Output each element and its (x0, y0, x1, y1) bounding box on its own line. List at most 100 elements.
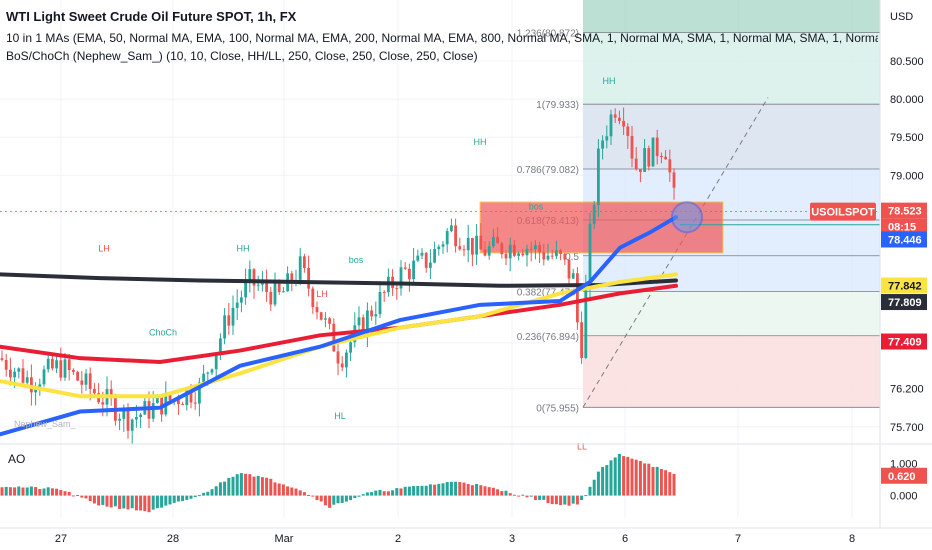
ao-bar (437, 483, 441, 496)
price-tick-label: 79.000 (890, 170, 924, 182)
candle-body (101, 402, 105, 405)
ao-bar (164, 495, 168, 506)
time-tick-label: 27 (55, 533, 67, 545)
structure-label: ChoCh (149, 327, 177, 337)
candle-body (55, 360, 58, 369)
candle-body (59, 360, 63, 378)
ao-bar (340, 495, 344, 503)
candle-body (525, 248, 529, 256)
ao-bar (479, 485, 483, 496)
ao-bar (580, 495, 584, 500)
ao-bar (197, 495, 201, 497)
ao-bar (370, 492, 374, 496)
ao-bar (428, 484, 432, 496)
ao-bar (630, 458, 634, 496)
ao-bar (521, 494, 525, 496)
ao-bar (332, 495, 336, 505)
price-tick-label: 80.000 (890, 94, 924, 106)
candle-body (13, 371, 16, 378)
chart-title[interactable]: WTI Light Sweet Crude Oil Future SPOT, 1… (6, 9, 297, 24)
candle-body (580, 322, 583, 358)
ao-bar (500, 491, 504, 496)
ao-bar (596, 471, 600, 496)
ao-bar (147, 495, 151, 513)
ema200-badge-text: 77.409 (888, 337, 922, 349)
candle-body (529, 248, 533, 250)
ao-bar (92, 495, 96, 504)
candle-body (214, 352, 218, 370)
candle-body (647, 148, 651, 167)
candle-body (315, 307, 319, 313)
watermark: Nephew_Sam_ (14, 419, 77, 429)
ao-bar (399, 488, 403, 496)
candle-body (307, 267, 310, 289)
ao-bar (4, 486, 8, 496)
candle-body (273, 281, 277, 305)
candle-body (605, 136, 609, 141)
ao-bar (214, 486, 218, 496)
bos-indicator-legend[interactable]: BoS/ChoCh (Nephew_Sam_) (10, 10, Close, … (6, 49, 478, 63)
fib-level-label: 1(79.933) (536, 100, 579, 111)
candle-body (521, 253, 525, 256)
ao-bar (311, 495, 315, 497)
candle-body (597, 148, 600, 206)
ao-bar (151, 495, 155, 510)
ao-bar (605, 465, 609, 496)
candle-body (571, 273, 575, 279)
time-tick-label: 2 (395, 533, 401, 545)
ao-bar (445, 482, 449, 496)
ema-50-line (0, 215, 678, 437)
candle-body (361, 317, 365, 334)
ao-bar (529, 495, 533, 497)
candle-body (240, 297, 243, 303)
candle-body (135, 417, 138, 420)
candle-body (483, 249, 487, 256)
candle-body (450, 225, 453, 232)
ma-indicator-legend[interactable]: 10 in 1 MAs (EMA, 50, Normal MA, EMA, 10… (6, 31, 878, 45)
candle-body (156, 396, 159, 404)
price-tick-label: 79.500 (890, 132, 924, 144)
candle-body (189, 390, 193, 403)
candle-body (639, 169, 642, 172)
fib-zone (583, 255, 880, 292)
ao-bar (231, 476, 235, 496)
ao-bar (378, 489, 382, 496)
candle-body (193, 402, 197, 404)
candle-body (248, 269, 252, 282)
ao-bar (647, 463, 651, 496)
ao-bar (584, 495, 588, 497)
time-tick-label: Mar (275, 533, 294, 545)
candle-body (437, 246, 441, 250)
ao-bar (323, 495, 327, 506)
candle-body (592, 205, 596, 224)
candle-body (374, 314, 378, 317)
ao-bar (382, 491, 386, 496)
candle-body (332, 323, 336, 352)
candle-body (269, 291, 273, 305)
candle-body (118, 418, 121, 421)
fib-level-label: 0.5 (565, 252, 579, 263)
price-axis-unit: USD (890, 11, 913, 23)
ao-tick-label: 0.000 (890, 491, 918, 503)
ao-bar (218, 482, 222, 496)
ao-bar (542, 495, 546, 500)
ao-bar (59, 490, 63, 496)
ao-bar (374, 490, 378, 496)
candle-body (567, 259, 571, 279)
ao-bar (97, 495, 101, 506)
candle-body (634, 158, 638, 170)
ao-pane-title[interactable]: AO (8, 452, 26, 466)
structure-label: bos (349, 255, 364, 265)
fib-zone (583, 291, 880, 336)
ao-bar (252, 476, 256, 496)
candle-body (555, 250, 558, 257)
candle-body (210, 369, 214, 373)
ao-bar (84, 495, 88, 499)
ao-bar (155, 495, 159, 509)
ao-bar (281, 484, 285, 496)
candle-body (559, 250, 562, 254)
candle-body (660, 156, 663, 158)
ao-bar (277, 483, 281, 496)
candle-body (223, 315, 226, 339)
ao-bar (651, 467, 655, 496)
